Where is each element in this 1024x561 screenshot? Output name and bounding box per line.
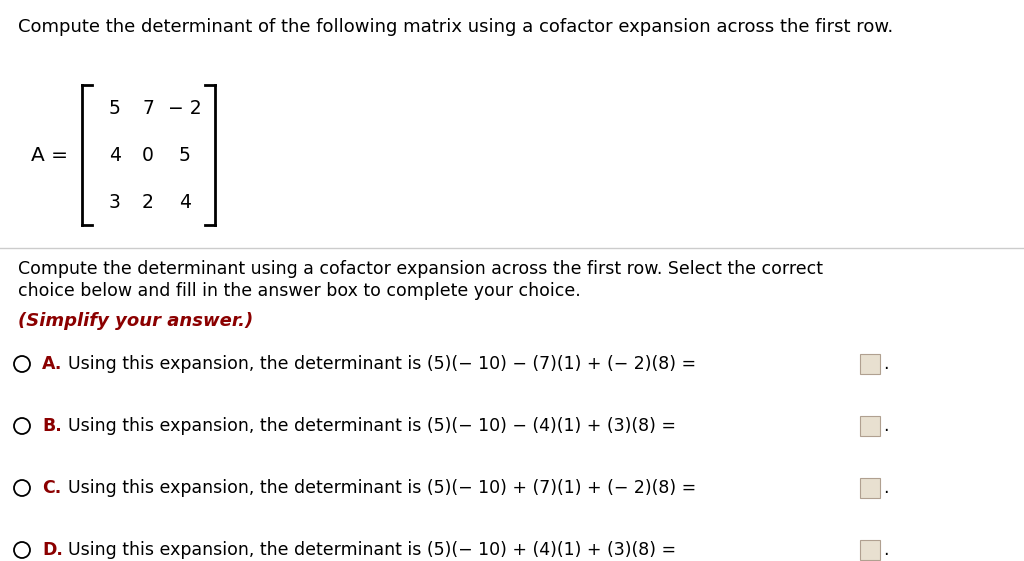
FancyBboxPatch shape [860, 416, 880, 436]
Text: B.: B. [42, 417, 61, 435]
Text: D.: D. [42, 541, 62, 559]
Text: 0: 0 [142, 145, 154, 164]
Text: 4: 4 [179, 192, 191, 211]
Text: Compute the determinant using a cofactor expansion across the first row. Select : Compute the determinant using a cofactor… [18, 260, 823, 278]
Text: 4: 4 [109, 145, 121, 164]
FancyBboxPatch shape [860, 540, 880, 560]
Text: Compute the determinant of the following matrix using a cofactor expansion acros: Compute the determinant of the following… [18, 18, 893, 36]
Text: 2: 2 [142, 192, 154, 211]
Text: Using this expansion, the determinant is (5)(− 10) − (4)(1) + (3)(8) =: Using this expansion, the determinant is… [68, 417, 676, 435]
Text: A =: A = [31, 145, 68, 164]
Text: Using this expansion, the determinant is (5)(− 10) + (7)(1) + (− 2)(8) =: Using this expansion, the determinant is… [68, 479, 696, 497]
Text: (Simplify your answer.): (Simplify your answer.) [18, 312, 253, 330]
Text: 3: 3 [110, 192, 121, 211]
Text: Using this expansion, the determinant is (5)(− 10) + (4)(1) + (3)(8) =: Using this expansion, the determinant is… [68, 541, 676, 559]
Text: A.: A. [42, 355, 62, 373]
FancyBboxPatch shape [860, 478, 880, 498]
Text: choice below and fill in the answer box to complete your choice.: choice below and fill in the answer box … [18, 282, 581, 300]
Text: 5: 5 [110, 99, 121, 117]
Text: C.: C. [42, 479, 61, 497]
Text: 7: 7 [142, 99, 154, 117]
FancyBboxPatch shape [860, 354, 880, 374]
Text: Using this expansion, the determinant is (5)(− 10) − (7)(1) + (− 2)(8) =: Using this expansion, the determinant is… [68, 355, 696, 373]
Text: .: . [883, 417, 889, 435]
Text: .: . [883, 541, 889, 559]
Text: − 2: − 2 [168, 99, 202, 117]
Text: .: . [883, 479, 889, 497]
Text: .: . [883, 355, 889, 373]
Text: 5: 5 [179, 145, 190, 164]
